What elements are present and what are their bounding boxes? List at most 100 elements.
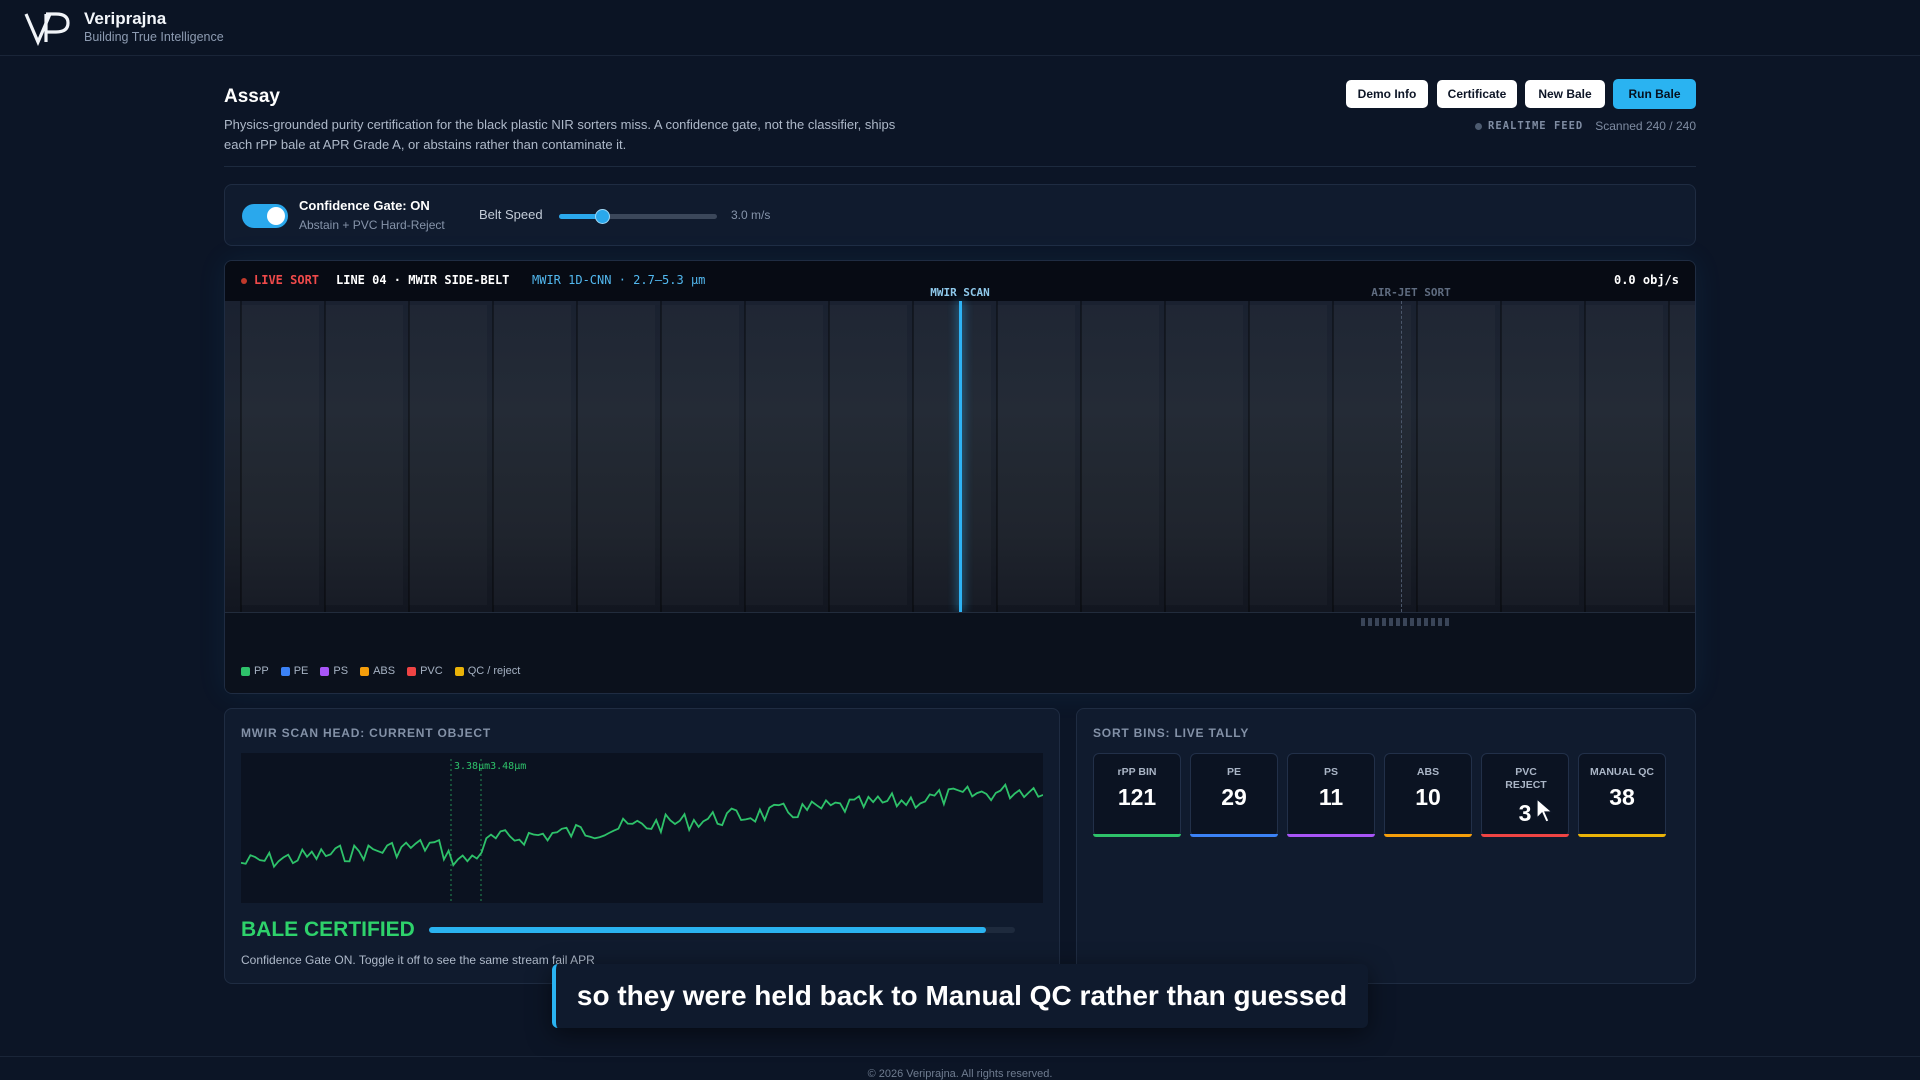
legend-label: PVC [420, 665, 443, 677]
belt-speed-label: Belt Speed [479, 207, 543, 222]
feed-label: REALTIME FEED [1488, 120, 1584, 132]
confidence-gate-toggle[interactable] [242, 204, 288, 228]
bin-underline [1481, 834, 1569, 837]
legend-item: PE [280, 665, 309, 677]
new-bale-button[interactable]: New Bale [1525, 80, 1605, 108]
legend-swatch [320, 666, 330, 676]
legend-label: QC / reject [467, 665, 521, 677]
mwir-scan-label: MWIR SCAN [930, 286, 990, 299]
nozzle [1438, 618, 1442, 626]
legend-swatch [407, 666, 417, 676]
bin-underline [1093, 834, 1181, 837]
page-description: Physics-grounded purity certification fo… [224, 117, 896, 152]
bin-manual-qc: MANUAL QC 38 [1578, 753, 1666, 837]
bin-count: 3 [1518, 800, 1532, 826]
belt-header: LIVE SORT LINE 04 · MWIR SIDE-BELT MWIR … [225, 261, 1695, 301]
bin-pe: PE 29 [1190, 753, 1278, 837]
confidence-gate-label: Confidence Gate: ON [299, 198, 430, 213]
bin-abs: ABS 10 [1384, 753, 1472, 837]
nozzle [1361, 618, 1365, 626]
brand-tagline: Building True Intelligence [84, 30, 224, 44]
nozzle [1403, 618, 1407, 626]
live-indicator-dot [241, 278, 247, 284]
belt-speed-slider-thumb[interactable] [594, 209, 610, 224]
legend-swatch [454, 666, 464, 676]
feed-status-dot [1475, 122, 1483, 130]
legend-item: PP [241, 665, 269, 677]
nozzle [1375, 618, 1379, 626]
nozzle [1389, 618, 1393, 626]
nozzle [1382, 618, 1386, 626]
scan-head-title: MWIR SCAN HEAD: CURRENT OBJECT [241, 726, 491, 740]
legend-item: ABS [360, 665, 395, 677]
bin-label: ABS [1416, 766, 1440, 778]
spectrum-trace [241, 782, 1043, 869]
bin-underline [1287, 834, 1375, 837]
toggle-knob [267, 207, 285, 225]
status-note: Confidence Gate ON. Toggle it off to see… [241, 953, 595, 967]
bin-label: PE [1226, 766, 1241, 778]
scan-head-panel: MWIR SCAN HEAD: CURRENT OBJECT 3.38µm3.4… [224, 708, 1060, 984]
nozzle [1396, 618, 1400, 626]
header-divider [224, 166, 1696, 167]
belt-base [225, 612, 1695, 693]
bin-underline [1190, 834, 1278, 837]
live-sort-label: LIVE SORT [254, 273, 320, 287]
legend-item: QC / reject [454, 665, 521, 677]
bale-status: BALE CERTIFIED [241, 918, 415, 941]
sort-bins-title: SORT BINS: LIVE TALLY [1093, 726, 1250, 740]
sort-bins: rPP BIN 121 PE 29 PS 11 ABS 10 PVC REJEC… [1093, 753, 1666, 837]
scanned-count: Scanned 240 / 240 [1595, 119, 1696, 133]
bin-label: MANUAL QC [1590, 766, 1654, 778]
nozzle [1424, 618, 1428, 626]
realtime-feed-status: REALTIME FEED Scanned 240 / 240 [1475, 119, 1696, 133]
legend-label: PE [293, 665, 309, 677]
controls-panel: Confidence Gate: ON Abstain + PVC Hard-R… [224, 184, 1696, 246]
air-jet-nozzles [1361, 618, 1449, 626]
mwir-scan-line [959, 301, 962, 612]
material-legend: PP PE PS ABS PVC QC / reject [241, 665, 520, 677]
bin-count: 29 [1221, 784, 1247, 810]
belt-speed-slider[interactable] [559, 209, 717, 224]
bin-count: 11 [1318, 784, 1344, 810]
legend-item: PVC [407, 665, 443, 677]
bin-pvc-reject: PVC REJECT 3 [1481, 753, 1569, 837]
legend-label: ABS [373, 665, 396, 677]
demo-info-button[interactable]: Demo Info [1346, 80, 1428, 108]
marker-label: 3.38µm3.48µm [454, 761, 526, 772]
veriprajna-logo-icon[interactable] [24, 10, 74, 46]
certification-progress-bar [429, 927, 1015, 933]
mouse-cursor-icon [1536, 798, 1554, 823]
model-label: MWIR 1D-CNN · 2.7–5.3 µm [532, 273, 706, 287]
legend-label: PP [254, 665, 269, 677]
legend-label: PS [333, 665, 349, 677]
air-jet-sort-label: AIR-JET SORT [1371, 286, 1451, 299]
live-sort-belt-panel: LIVE SORT LINE 04 · MWIR SIDE-BELT MWIR … [224, 260, 1696, 694]
confidence-gate-subtitle: Abstain + PVC Hard-Reject [299, 218, 445, 232]
conveyor-belt-slats [240, 301, 1670, 612]
sort-bins-panel: SORT BINS: LIVE TALLY rPP BIN 121 PE 29 … [1076, 708, 1696, 984]
bin-count: 121 [1117, 784, 1157, 810]
throughput-rate: 0.0 obj/s [1613, 273, 1679, 287]
belt-speed-slider-fill [559, 214, 602, 219]
legend-swatch [360, 666, 370, 676]
certification-progress-fill [429, 927, 986, 933]
bin-underline [1384, 834, 1472, 837]
legend-swatch [280, 666, 290, 676]
nozzle [1410, 618, 1414, 626]
page-title: Assay [224, 86, 280, 107]
bin-label: PVC REJECT [1505, 766, 1547, 791]
nozzle [1368, 618, 1372, 626]
run-bale-button[interactable]: Run Bale [1613, 79, 1696, 109]
bin-underline [1578, 834, 1666, 837]
bin-label: PS [1323, 766, 1338, 778]
brand-name: Veriprajna [84, 9, 167, 28]
nozzle [1417, 618, 1421, 626]
legend-item: PS [320, 665, 348, 677]
legend-swatch [241, 666, 250, 676]
footer-divider [0, 1056, 1920, 1057]
nozzle [1431, 618, 1435, 626]
footer-text: © 2026 Veriprajna. All rights reserved. [867, 1068, 1053, 1080]
air-jet-line [1401, 301, 1402, 612]
certificate-button[interactable]: Certificate [1437, 80, 1517, 108]
